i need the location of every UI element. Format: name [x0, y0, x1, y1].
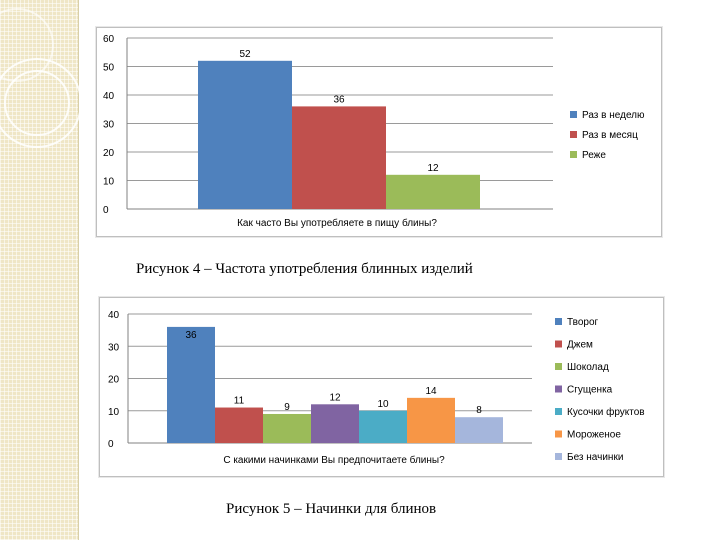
- legend-label: Раз в неделю: [582, 110, 645, 121]
- data-label: 52: [239, 49, 251, 60]
- bar-2: [215, 407, 263, 443]
- y-tick-label: 50: [103, 63, 115, 74]
- chart-fillings: 0 10 20 30 40 36 11 9 12 10 14 8 С какими начинками …: [99, 297, 664, 477]
- legend-swatch: [570, 131, 577, 138]
- bar-2: [292, 106, 386, 209]
- data-label: 36: [333, 94, 345, 105]
- legend-swatch: [570, 151, 577, 158]
- bar-1: [198, 60, 292, 209]
- legend-label: Творог: [567, 317, 599, 328]
- legend-label: Сгущенка: [567, 385, 613, 396]
- data-label: 14: [425, 386, 437, 397]
- legend-swatch: [555, 408, 562, 415]
- chart-fillings-svg: 0 10 20 30 40 36 11 9 12 10 14 8 С какими начинками …: [108, 310, 645, 466]
- bar-3: [263, 413, 311, 443]
- x-axis-title: С какими начинками Вы предпочитаете блин…: [223, 454, 445, 466]
- bar-1: [167, 326, 215, 443]
- y-tick-label: 0: [103, 205, 109, 216]
- bar-4: [311, 404, 359, 443]
- legend-label: Джем: [567, 340, 593, 351]
- y-tick-label: 0: [108, 439, 114, 450]
- legend-label: Кусочки фруктов: [567, 406, 645, 418]
- legend-swatch: [555, 318, 562, 325]
- decorative-side-strip: [0, 0, 82, 540]
- legend-swatch: [570, 111, 577, 118]
- legend-label: Без начинки: [567, 452, 623, 463]
- legend-swatch: [555, 340, 562, 348]
- legend-swatch: [555, 430, 562, 438]
- chart-frequency: 0 10 20 30 40 50 60 52 36 12 Как часто Вы употребл…: [96, 27, 662, 237]
- caption-figure-5: Рисунок 5 – Начинки для блинов: [226, 501, 437, 517]
- data-label: 11: [234, 396, 245, 407]
- bar-7: [455, 417, 503, 443]
- data-label: 36: [185, 330, 197, 341]
- data-label: 9: [284, 402, 290, 413]
- legend-label: Раз в месяц: [582, 130, 638, 141]
- y-tick-label: 30: [103, 120, 115, 131]
- legend-label: Мороженое: [567, 430, 621, 441]
- bar-6: [407, 397, 455, 443]
- y-tick-label: 40: [103, 91, 115, 102]
- legend-swatch: [555, 363, 562, 370]
- legend-swatch: [555, 453, 562, 460]
- x-axis-title: Как часто Вы употребляете в пищу блины?: [237, 217, 437, 229]
- legend-label: Шоколад: [567, 362, 609, 373]
- bar-3: [386, 174, 480, 209]
- y-tick-label: 20: [103, 148, 115, 159]
- caption-figure-4: Рисунок 4 – Частота употребления блинных…: [136, 261, 473, 277]
- data-label: 10: [377, 399, 389, 410]
- bar-5: [359, 410, 407, 443]
- y-tick-label: 60: [103, 34, 115, 45]
- data-label: 8: [476, 405, 482, 416]
- y-tick-label: 20: [108, 375, 120, 386]
- legend-swatch: [555, 385, 562, 393]
- legend-label: Реже: [582, 150, 606, 161]
- y-tick-label: 40: [108, 310, 120, 321]
- y-tick-label: 10: [108, 407, 120, 418]
- chart-frequency-svg: 0 10 20 30 40 50 60 52 36 12 Как часто Вы употребл…: [103, 34, 645, 229]
- data-label: 12: [329, 392, 341, 403]
- y-tick-label: 30: [108, 342, 120, 353]
- data-label: 12: [427, 163, 439, 174]
- y-tick-label: 10: [103, 177, 115, 188]
